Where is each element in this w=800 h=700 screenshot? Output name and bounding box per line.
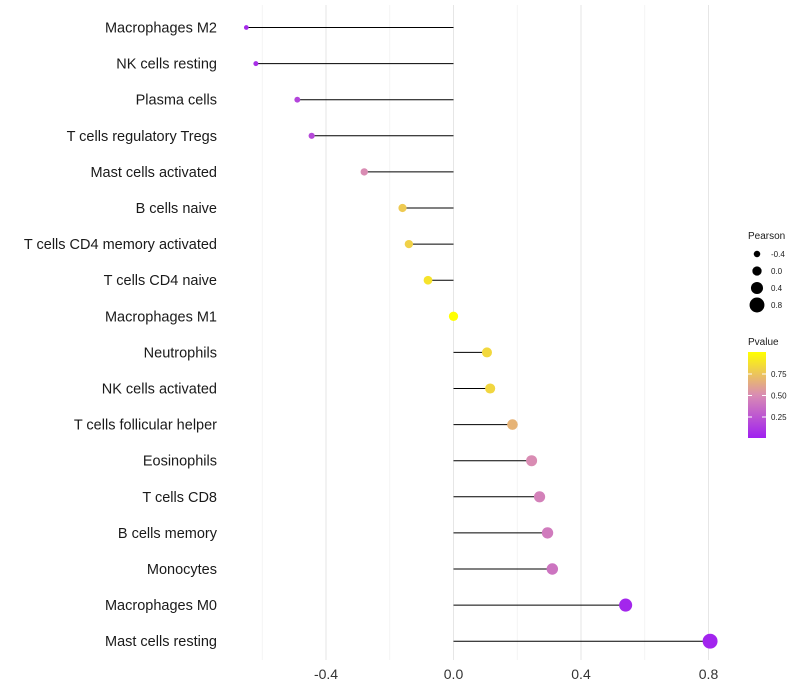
pvalue-legend-title: Pvalue (748, 337, 779, 348)
pearson-legend-title: Pearson (748, 231, 785, 242)
lollipop-dot (398, 203, 407, 213)
lollipop-dot (702, 633, 718, 649)
dot-layer (243, 25, 718, 649)
category-label: Macrophages M0 (105, 598, 217, 614)
category-label: T cells follicular helper (74, 418, 217, 434)
category-label: B cells memory (118, 526, 218, 542)
lollipop-dot (294, 96, 301, 103)
grid-layer (261, 5, 709, 660)
size-legend-label: 0.0 (771, 267, 783, 276)
lollipop-dot (448, 311, 459, 321)
lollipop-dot (481, 347, 492, 358)
size-legend-dot (752, 266, 762, 276)
lollipop-dot (507, 419, 518, 430)
size-legend-dot (749, 297, 765, 313)
x-tick-label: 0.4 (571, 666, 591, 682)
size-legend-label: 0.8 (771, 301, 783, 310)
x-axis-tick-labels: -0.4 0.0 0.4 0.8 (314, 666, 719, 682)
stick-layer (246, 27, 711, 642)
category-label: Mast cells resting (105, 634, 217, 650)
lollipop-dot (423, 275, 433, 285)
category-label: Mast cells activated (90, 165, 217, 181)
category-label: T cells regulatory Tregs (67, 129, 217, 145)
lollipop-dot (541, 527, 554, 539)
x-tick-label: -0.4 (314, 666, 338, 682)
category-label: Neutrophils (144, 345, 217, 361)
size-legend-label: -0.4 (771, 250, 785, 259)
pvalue-colorbar (748, 352, 766, 438)
lollipop-dot (619, 598, 633, 612)
category-label: Macrophages M1 (105, 309, 217, 325)
category-label: NK cells activated (102, 382, 217, 398)
lollipop-dot (308, 132, 315, 139)
lollipop-dot (533, 491, 546, 503)
category-label: Eosinophils (143, 454, 217, 470)
x-tick-label: 0.0 (444, 666, 464, 682)
lollipop-dot (404, 239, 414, 249)
lollipop-dot (360, 168, 368, 176)
category-label: T cells CD4 memory activated (24, 237, 217, 253)
size-legend-dot (750, 281, 764, 295)
pearson-size-legend: Pearson -0.4 0.0 0.4 0.8 (748, 231, 785, 313)
lollipop-dot (526, 455, 538, 467)
colorbar-label: 0.50 (771, 392, 787, 401)
size-legend-dot (753, 250, 761, 258)
category-label: Plasma cells (136, 93, 217, 109)
colorbar-label: 0.25 (771, 413, 787, 422)
pvalue-color-legend: Pvalue 0.75 0.50 0.25 (748, 337, 787, 438)
lollipop-dot (546, 563, 559, 575)
category-label: T cells CD8 (142, 490, 217, 506)
x-tick-label: 0.8 (699, 666, 719, 682)
category-label: Monocytes (147, 562, 217, 578)
category-label: NK cells resting (116, 57, 217, 73)
colorbar-label: 0.75 (771, 370, 787, 379)
lollipop-dot (485, 383, 496, 394)
size-legend-label: 0.4 (771, 284, 783, 293)
lollipop-dot (243, 25, 249, 30)
category-labels: Macrophages M2 NK cells resting Plasma cel… (24, 21, 218, 651)
category-label: Macrophages M2 (105, 21, 217, 37)
lollipop-dot (253, 61, 259, 67)
category-label: B cells naive (136, 201, 217, 217)
category-label: T cells CD4 naive (104, 273, 217, 289)
